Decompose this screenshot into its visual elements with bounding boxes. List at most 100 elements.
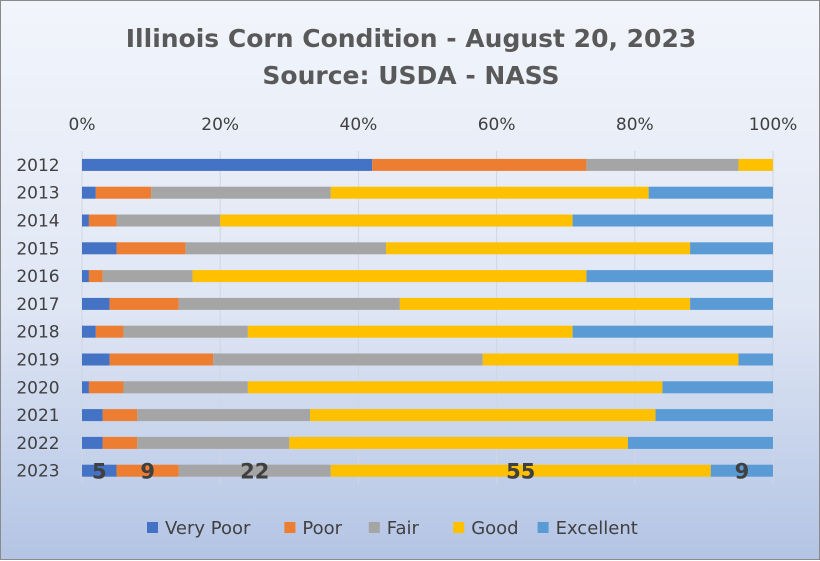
bar-2017-poor: [109, 297, 179, 310]
data-label-2023-poor: 9: [140, 460, 155, 484]
bar-2019-excellent: [738, 353, 773, 366]
bar-2022-very-poor: [82, 436, 103, 449]
bar-2016-good: [192, 270, 587, 283]
bar-2014-excellent: [572, 214, 773, 227]
legend-swatch-excellent: [537, 522, 549, 533]
bar-2020-excellent: [662, 381, 773, 394]
y-category-2013: 2013: [16, 184, 59, 204]
y-category-2017: 2017: [16, 295, 59, 315]
bar-2012-fair: [586, 158, 739, 171]
legend-swatch-very-poor: [147, 522, 158, 533]
legend-swatch-poor: [284, 522, 296, 533]
bar-2012-very-poor: [82, 158, 373, 171]
legend-item-very-poor: Very Poor: [147, 518, 251, 539]
bar-2012-good: [738, 158, 773, 171]
legend-label-excellent: Excellent: [556, 518, 638, 539]
legend-label-very-poor: Very Poor: [165, 518, 251, 539]
y-category-2018: 2018: [16, 323, 59, 343]
bar-2021-fair: [137, 409, 311, 422]
bar-2016-fair: [102, 270, 193, 283]
bar-2019-good: [482, 353, 739, 366]
bar-2023-excellent: [710, 464, 773, 477]
bar-2019-poor: [109, 353, 214, 366]
legend-item-excellent: Excellent: [537, 518, 638, 539]
x-axis-ticks: 0% 20% 40% 60% 80% 100%: [69, 115, 798, 135]
x-tick-40: 40%: [340, 115, 378, 135]
y-category-2016: 2016: [16, 267, 59, 287]
bar-2023-very-poor: [82, 464, 117, 477]
bar-2020-very-poor: [82, 381, 89, 394]
x-tick-100: 100%: [749, 115, 798, 135]
x-tick-80: 80%: [616, 115, 654, 135]
bar-2023-fair: [178, 464, 331, 477]
bar-2018-good: [247, 325, 573, 338]
bar-2013-good: [330, 186, 649, 199]
bar-2023-good: [330, 464, 711, 477]
bar-2018-excellent: [572, 325, 773, 338]
bar-2020-fair: [123, 381, 248, 394]
legend-label-good: Good: [471, 518, 518, 539]
bar-2015-poor: [116, 242, 186, 255]
bar-2016-very-poor: [82, 270, 89, 283]
x-tick-0: 0%: [69, 115, 96, 135]
data-label-2023-good: 55: [506, 460, 535, 484]
bar-2013-very-poor: [82, 186, 96, 199]
bar-series: [82, 158, 773, 477]
bar-2016-excellent: [586, 270, 773, 283]
bar-2015-good: [386, 242, 691, 255]
chart-title: Illinois Corn Condition - August 20, 202…: [126, 24, 697, 53]
y-category-2021: 2021: [16, 406, 59, 426]
chart-subtitle: Source: USDA - NASS: [262, 61, 559, 90]
legend-swatch-fair: [368, 522, 380, 533]
bar-2021-good: [310, 409, 656, 422]
legend-item-fair: Fair: [368, 518, 420, 539]
bar-2017-excellent: [690, 297, 773, 310]
bar-2018-poor: [95, 325, 124, 338]
data-labels: 5 9 22 55 9: [92, 460, 749, 484]
legend-swatch-good: [453, 522, 465, 533]
bar-2022-poor: [102, 436, 138, 449]
bar-2014-good: [220, 214, 573, 227]
legend-item-poor: Poor: [284, 518, 343, 539]
bar-2022-good: [289, 436, 628, 449]
bar-2019-very-poor: [82, 353, 110, 366]
bar-2023-poor: [116, 464, 179, 477]
bar-2018-fair: [123, 325, 248, 338]
bar-2021-very-poor: [82, 409, 103, 422]
gridlines: [81, 151, 774, 485]
bar-2017-good: [399, 297, 691, 310]
bar-2014-fair: [116, 214, 221, 227]
data-label-2023-very-poor: 5: [92, 460, 107, 484]
y-category-2012: 2012: [16, 156, 59, 176]
bar-2018-very-poor: [82, 325, 96, 338]
bar-2017-fair: [178, 297, 400, 310]
bar-2013-excellent: [648, 186, 773, 199]
y-category-2019: 2019: [16, 351, 59, 371]
data-label-2023-excellent: 9: [735, 460, 750, 484]
legend-label-poor: Poor: [302, 518, 342, 539]
legend-item-good: Good: [453, 518, 519, 539]
y-category-2015: 2015: [16, 239, 59, 259]
bar-2015-very-poor: [82, 242, 117, 255]
bar-2022-excellent: [627, 436, 773, 449]
y-category-2020: 2020: [16, 378, 59, 398]
bar-2014-poor: [88, 214, 117, 227]
y-category-2014: 2014: [16, 212, 59, 232]
bar-2020-poor: [88, 381, 124, 394]
x-tick-20: 20%: [201, 115, 239, 135]
bar-2016-poor: [88, 270, 103, 283]
bar-2021-excellent: [655, 409, 773, 422]
bar-2022-fair: [137, 436, 290, 449]
y-category-2023: 2023: [16, 462, 59, 482]
bar-2012-poor: [372, 158, 587, 171]
bar-2013-poor: [95, 186, 152, 199]
legend: Very Poor Poor Fair Good Excellent: [147, 518, 638, 539]
y-category-2022: 2022: [16, 434, 59, 454]
bar-2015-excellent: [690, 242, 773, 255]
bar-2021-poor: [102, 409, 138, 422]
bar-2013-fair: [151, 186, 331, 199]
x-tick-60: 60%: [478, 115, 516, 135]
bar-2019-fair: [213, 353, 483, 366]
